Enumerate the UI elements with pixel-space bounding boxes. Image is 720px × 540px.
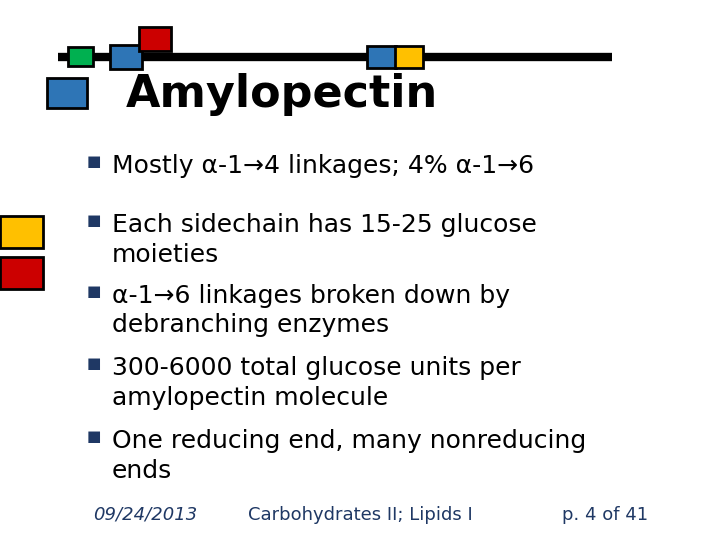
Text: α-1→6 linkages broken down by
debranching enzymes: α-1→6 linkages broken down by debranchin… (112, 284, 510, 337)
Bar (138, 26, 171, 51)
Bar (68, 47, 94, 66)
Text: 300-6000 total glucose units per
amylopectin molecule: 300-6000 total glucose units per amylope… (112, 356, 521, 410)
Bar (395, 46, 423, 68)
Text: 09/24/2013: 09/24/2013 (94, 506, 198, 524)
Text: Amylopectin: Amylopectin (126, 73, 438, 116)
Text: Each sidechain has 15-25 glucose
moieties: Each sidechain has 15-25 glucose moietie… (112, 213, 536, 267)
Bar (367, 46, 396, 68)
Text: ■: ■ (86, 284, 101, 299)
Text: ■: ■ (86, 154, 101, 169)
Bar (0, 216, 43, 248)
Text: One reducing end, many nonreducing
ends: One reducing end, many nonreducing ends (112, 429, 586, 483)
Bar (0, 256, 43, 289)
Text: Mostly α-1→4 linkages; 4% α-1→6: Mostly α-1→4 linkages; 4% α-1→6 (112, 154, 534, 178)
Text: Carbohydrates II; Lipids I: Carbohydrates II; Lipids I (248, 506, 472, 524)
Text: ■: ■ (86, 213, 101, 228)
Text: ■: ■ (86, 356, 101, 372)
Bar (48, 78, 86, 108)
Text: ■: ■ (86, 429, 101, 444)
Text: p. 4 of 41: p. 4 of 41 (562, 506, 648, 524)
Bar (109, 44, 142, 69)
